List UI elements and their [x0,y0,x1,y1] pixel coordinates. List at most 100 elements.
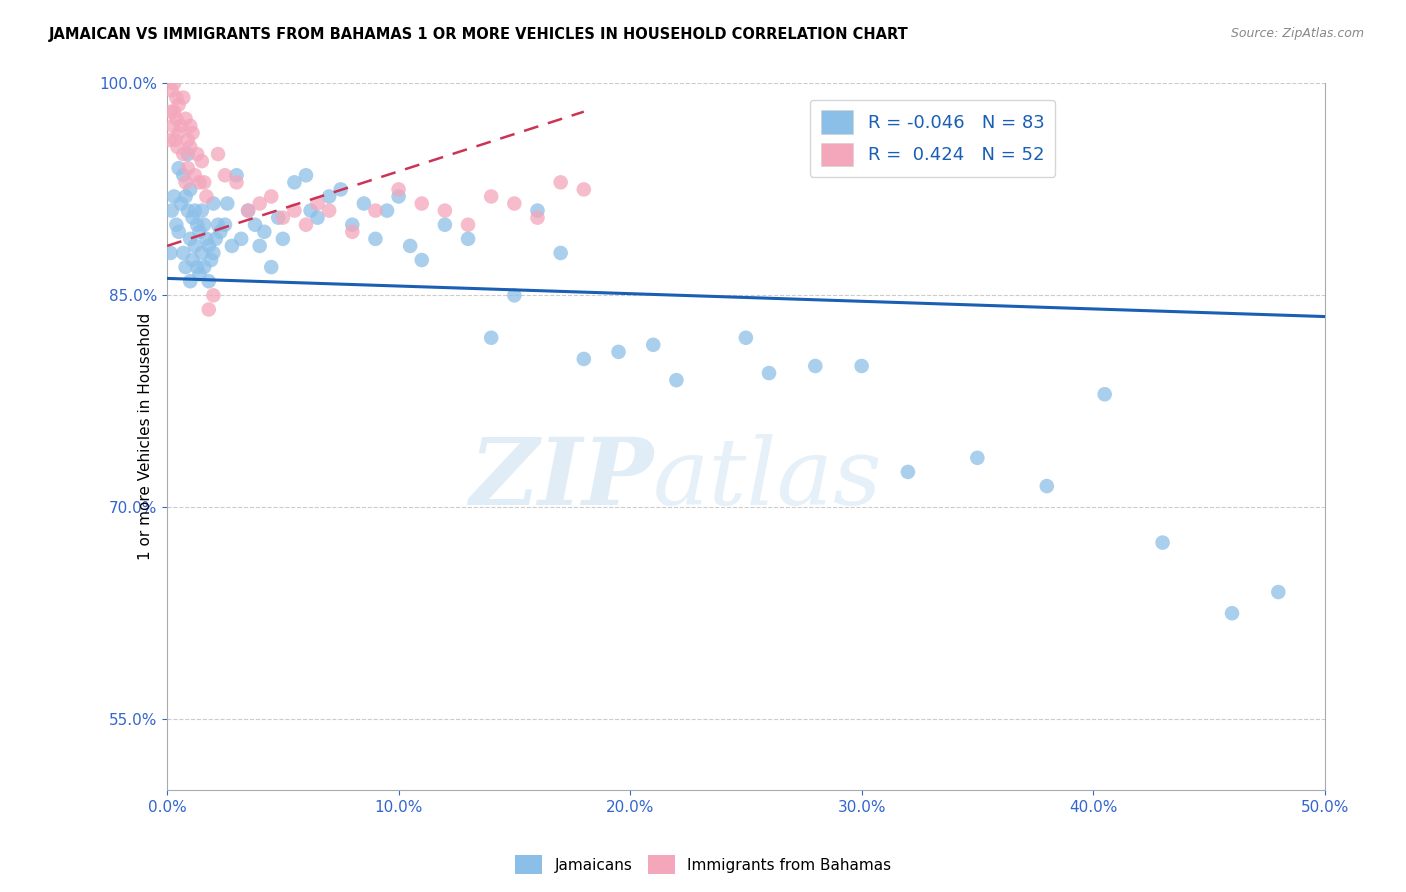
Point [162,119,184,133]
Point [193,175,215,189]
Point [165,112,187,126]
Point [160,83,183,97]
Point [174,175,197,189]
Point [181,253,204,268]
Point [195,189,218,203]
Point [204,232,226,246]
Text: Source: ZipAtlas.com: Source: ZipAtlas.com [1230,27,1364,40]
Legend: Jamaicans, Immigrants from Bahamas: Jamaicans, Immigrants from Bahamas [509,849,897,880]
Point [157,133,180,147]
Point [202,196,225,211]
Point [172,90,194,104]
Point [197,239,219,253]
Point [197,302,219,317]
Point [364,232,387,246]
Point [179,140,201,154]
Point [163,104,186,119]
Point [165,90,187,104]
Point [353,196,375,211]
Point [181,126,204,140]
Point [665,373,688,387]
Point [193,260,215,274]
Point [193,218,215,232]
Point [186,260,208,274]
Text: atlas: atlas [654,434,883,524]
Point [249,196,271,211]
Point [271,211,294,225]
Legend: R = -0.046   N = 83, R =  0.424   N = 52: R = -0.046 N = 83, R = 0.424 N = 52 [810,100,1054,177]
Point [181,211,204,225]
Point [267,211,290,225]
Point [329,182,352,196]
Point [200,253,222,268]
Point [163,189,186,203]
Point [307,196,329,211]
Point [758,366,780,380]
Point [165,218,187,232]
Point [179,232,201,246]
Point [177,161,200,176]
Point [191,154,214,169]
Point [191,246,214,260]
Point [804,359,827,373]
Point [375,203,398,218]
Point [572,351,595,366]
Point [249,239,271,253]
Point [433,203,456,218]
Point [734,331,756,345]
Point [207,218,229,232]
Point [170,119,193,133]
Point [186,147,208,161]
Point [159,104,181,119]
Point [318,189,340,203]
Point [167,126,190,140]
Point [260,189,283,203]
Point [177,133,200,147]
Point [177,203,200,218]
Point [188,267,211,281]
Point [177,147,200,161]
Point [253,225,276,239]
Point [295,218,318,232]
Point [387,189,409,203]
Point [572,182,595,196]
Point [225,168,247,182]
Point [307,211,329,225]
Point [526,211,548,225]
Point [209,225,232,239]
Point [170,196,193,211]
Point [479,189,502,203]
Point [217,196,239,211]
Point [457,232,479,246]
Point [159,246,181,260]
Point [503,288,526,302]
Point [550,246,572,260]
Point [1220,606,1243,620]
Point [342,218,364,232]
Point [479,331,502,345]
Point [283,203,305,218]
Point [221,239,243,253]
Point [260,260,283,274]
Point [236,203,259,218]
Point [526,203,548,218]
Point [1152,535,1174,549]
Point [195,232,218,246]
Y-axis label: 1 or more Vehicles in Household: 1 or more Vehicles in Household [138,313,153,560]
Point [174,112,197,126]
Point [202,246,225,260]
Point [411,253,433,268]
Point [207,147,229,161]
Point [243,218,266,232]
Point [184,203,207,218]
Point [643,338,665,352]
Point [283,175,305,189]
Point [172,246,194,260]
Point [184,239,207,253]
Point [174,189,197,203]
Point [503,196,526,211]
Point [167,97,190,112]
Point [236,203,259,218]
Point [299,203,322,218]
Point [897,465,920,479]
